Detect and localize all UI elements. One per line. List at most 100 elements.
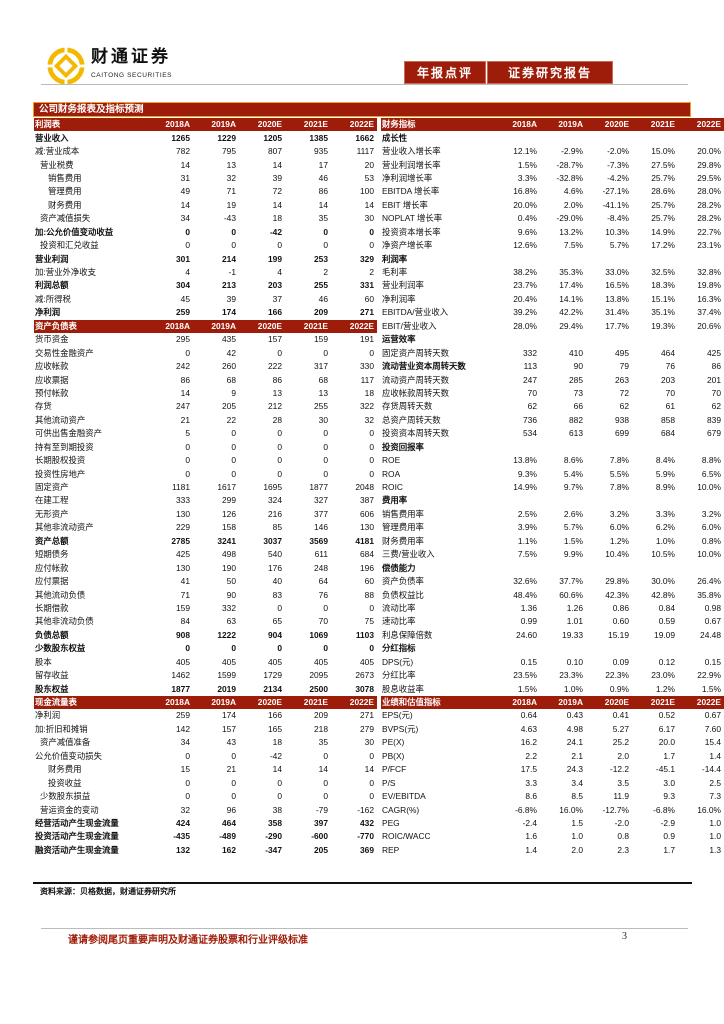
table-row: 加:公允价值变动收益 0 0 -42 0 0 投资资本增长率 9.6% 13.2% 10.3% 14… [34, 226, 724, 239]
right-cell [678, 333, 724, 346]
right-cell: 9.3 [663, 791, 675, 802]
left-cell: 4 [277, 267, 282, 278]
left-cell: 174 [222, 307, 236, 318]
right-cell: 35.1% [651, 307, 675, 318]
right-cell: 495 [615, 347, 629, 358]
right-cell: 1.5% [517, 683, 537, 694]
left-cell: -43 [223, 213, 236, 224]
right-cell: 29.4% [559, 320, 583, 331]
left-row-label: 投资活动产生现金流量 [35, 831, 119, 842]
left-row-label: 股本 [35, 656, 52, 667]
left-cell: 0 [369, 750, 374, 761]
right-cell: 4.6% [563, 186, 583, 197]
left-cell: 435 [222, 334, 236, 345]
left-cell: 0 [277, 643, 282, 654]
right-cell: -2.0 [614, 817, 629, 828]
left-cell: 260 [222, 361, 236, 372]
left-cell: 88 [364, 589, 374, 600]
right-cell: 62 [619, 401, 629, 412]
left-cell: 0 [231, 441, 236, 452]
left-cell: 935 [314, 146, 328, 157]
disclaimer: 谨请参阅尾页重要声明及财通证券股票和行业评级标准 [68, 935, 308, 946]
right-cell: 32.8% [697, 267, 721, 278]
right-cell: -6.8% [653, 804, 675, 815]
right-cell: 0.8% [701, 535, 721, 546]
left-cell: 0 [185, 791, 190, 802]
table-row: 应付帐款 130 190 176 248 196 偿债能力 [34, 561, 724, 574]
right-cell: 70 [711, 387, 721, 398]
right-cell: -32.8% [556, 172, 583, 183]
left-cell: 358 [268, 817, 282, 828]
report-category-tag: 证券研究报告 [487, 61, 613, 84]
left-row-label: 公允价值变动损失 [35, 750, 102, 761]
left-cell: 0 [323, 428, 328, 439]
left-cell: 130 [360, 522, 374, 533]
right-cell [632, 441, 678, 454]
left-cell: 0 [231, 643, 236, 654]
right-cell: 0.8 [617, 831, 629, 842]
left-cell: 117 [360, 374, 374, 385]
left-cell: 0 [231, 240, 236, 251]
right-cell [540, 333, 586, 346]
right-row-label: ROE [382, 455, 401, 466]
right-cell: 16.0% [559, 804, 583, 815]
left-cell: -162 [357, 804, 374, 815]
table-row: 加:营业外净收支 4 -1 4 2 2 毛利率 38.2% 35.3% 33.0% 32.5% 32.… [34, 266, 724, 279]
right-cell: 20.4% [513, 293, 537, 304]
left-cell: 432 [360, 817, 374, 828]
right-row-label: 利润率 [382, 253, 408, 264]
left-cell: 209 [314, 307, 328, 318]
right-cell: 839 [707, 414, 721, 425]
right-cell: 8.4% [655, 455, 675, 466]
right-cell: 25.2 [612, 737, 629, 748]
right-row-label: ROIC/WACC [382, 831, 431, 842]
left-cell: 397 [314, 817, 328, 828]
left-row-label: 长期借款 [35, 602, 69, 613]
left-cell: 405 [360, 656, 374, 667]
right-cell: 8.8% [701, 455, 721, 466]
left-cell: 387 [360, 495, 374, 506]
left-cell: 126 [222, 508, 236, 519]
left-row-label: 财务费用 [48, 764, 82, 775]
right-cell: 10.5% [651, 549, 675, 560]
table-row: 资产减值损失 34 -43 18 35 30 NOPLAT 增长率 0.4% -29.0% -8.… [34, 212, 724, 225]
right-row-label: EPS(元) [382, 710, 413, 721]
left-cell: 377 [314, 508, 328, 519]
right-cell: 28.0% [697, 186, 721, 197]
left-cell: 30 [364, 737, 374, 748]
right-cell: 73 [573, 387, 583, 398]
right-cell: -27.1% [602, 186, 629, 197]
right-cell: 13.8% [605, 293, 629, 304]
table-row: 股东权益 1877 2019 2134 2500 3078 股息收益率 1.5% 1.0% 0.9… [34, 682, 724, 695]
right-cell [494, 642, 540, 655]
right-row-label: 成长性 [382, 132, 408, 143]
left-cell: 2095 [309, 670, 328, 681]
left-cell: 0 [369, 428, 374, 439]
right-cell: -41.1% [602, 199, 629, 210]
left-cell: 75 [364, 616, 374, 627]
right-cell: -2.0% [607, 146, 629, 157]
table-row: 长期股权投资 0 0 0 0 0 ROE 13.8% 8.6% 7.8% 8.4% 8.8% [34, 454, 724, 467]
left-cell: 271 [360, 710, 374, 721]
right-row-label: 销售费用率 [382, 508, 424, 519]
left-cell: 76 [318, 589, 328, 600]
right-cell: -4.2% [607, 172, 629, 183]
right-cell: 16.8% [513, 186, 537, 197]
left-cell: 218 [314, 723, 328, 734]
right-cell: 28.6% [651, 186, 675, 197]
left-cell: 17 [318, 159, 328, 170]
right-cell: 0.15 [520, 656, 537, 667]
left-cell: 190 [222, 562, 236, 573]
left-cell: 13 [318, 387, 328, 398]
right-cell: 1.36 [520, 602, 537, 613]
left-cell: 130 [176, 508, 190, 519]
right-cell: 3.4 [571, 777, 583, 788]
table-row: 留存收益 1462 1599 1729 2095 2673 分红比率 23.5% 23.3% 22… [34, 669, 724, 682]
left-row-label: 营业收入 [35, 132, 69, 143]
left-cell: 2021E [285, 319, 331, 333]
left-row-label: 持有至到期投资 [35, 441, 94, 452]
right-cell: 16.3% [697, 293, 721, 304]
left-cell: 1599 [217, 670, 236, 681]
right-row-label: 净资产增长率 [382, 240, 433, 251]
right-cell [494, 494, 540, 507]
